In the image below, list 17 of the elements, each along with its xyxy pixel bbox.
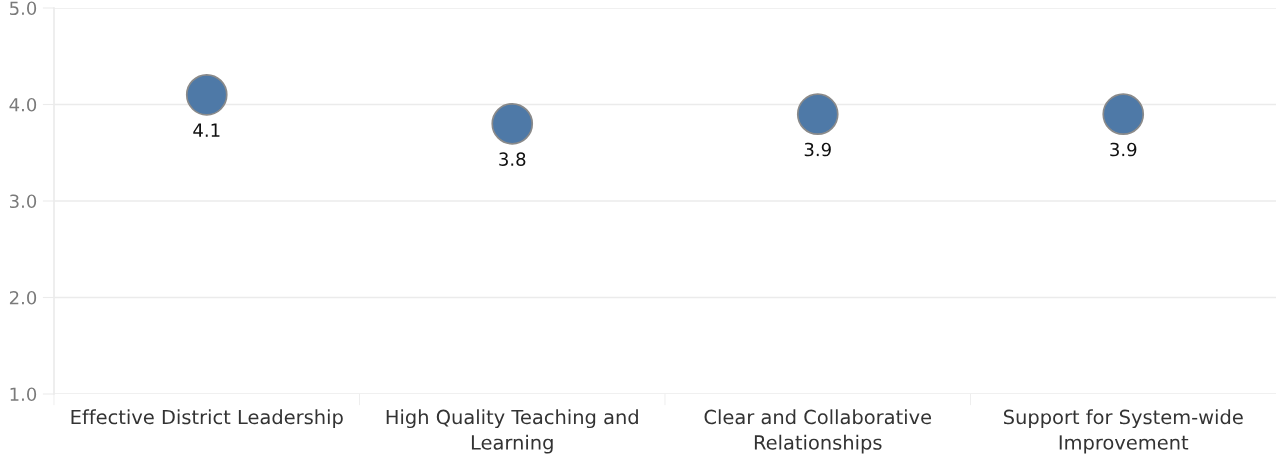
y-tick-label: 3.0 (10, 194, 37, 209)
point (491, 102, 534, 145)
point (185, 74, 228, 116)
x-tick-label: High Quality Teaching and Learning (386, 409, 638, 454)
y-tick-label: 2.0 (9, 290, 37, 305)
point (1102, 93, 1145, 135)
data-label: 3.9 (804, 142, 831, 157)
y-tick-label: 1.0 (10, 387, 37, 402)
y-tick-label: 4.0 (9, 97, 37, 112)
data-label: 4.1 (193, 123, 220, 137)
point (796, 93, 839, 135)
x-tick-label: Support for System-wide Improvement (1003, 409, 1243, 454)
data-label: 3.9 (1110, 142, 1137, 157)
y-tick-label: 5.0 (10, 1, 37, 16)
data-label: 3.8 (499, 152, 526, 166)
x-tick-label: Clear and Collaborative Relationships (704, 409, 932, 454)
x-tick-label: Effective District Leadership (71, 409, 343, 429)
